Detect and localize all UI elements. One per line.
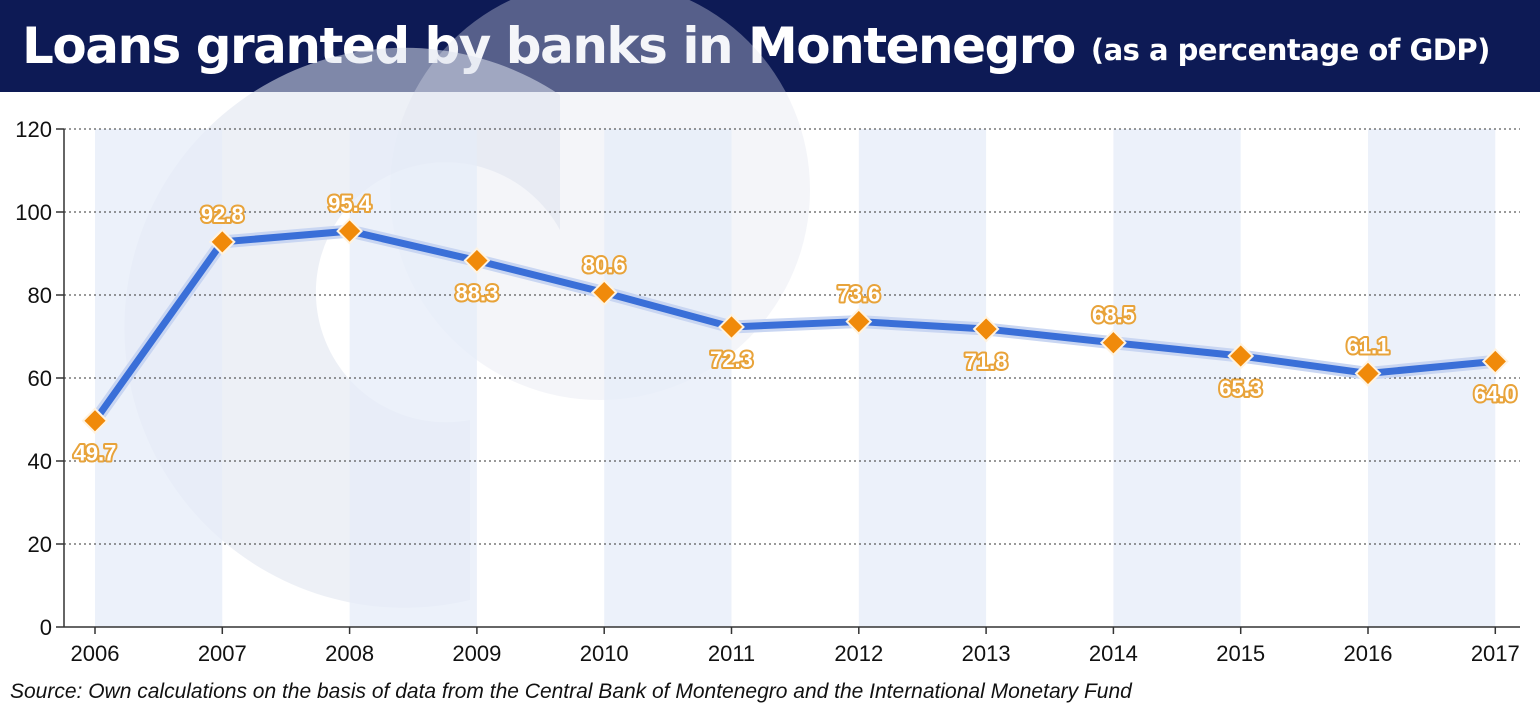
chart-title: Loans granted by banks in Montenegro [22,17,1076,75]
data-labels: 49.7 92.8 95.4 88.3 80.6 72.3 73.6 71.8 68.5 65.3… [72,189,1519,468]
data-label-2007: 92.8 [201,202,244,227]
marker-2011 [718,313,745,341]
title-bar: Loans granted by banks in Montenegro (as… [0,0,1540,92]
y-tick-label-0: 0 [40,615,52,640]
marker-2010 [590,279,618,306]
series-line [91,227,1499,425]
data-label-2012: 73.6 [837,282,880,307]
y-tick-label-40: 40 [28,449,52,474]
data-label-2017: 64.0 [1474,381,1517,406]
x-tick-label-2017: 2017 [1471,641,1520,666]
y-tick-label-60: 60 [28,366,52,391]
data-label-2008: 95.4 [328,191,372,216]
x-tick-label-2013: 2013 [962,641,1011,666]
band-2010 [604,129,732,627]
data-label-2015: 65.3 [1219,376,1262,401]
x-tick-label-2011: 2011 [708,641,755,666]
marker-2012 [845,308,873,335]
y-tick-label-100: 100 [15,200,52,225]
data-markers [81,217,1509,435]
marker-2016 [1354,360,1382,387]
y-tick-label-120: 120 [15,117,52,142]
marker-2014 [1099,329,1127,357]
data-label-2011: 72.3 [710,347,753,372]
y-tick-label-20: 20 [28,532,52,557]
data-label-2013: 71.8 [965,349,1008,374]
marker-2006 [81,407,109,435]
y-tick-label-80: 80 [28,283,52,308]
x-tick-label-2012: 2012 [834,641,883,666]
marker-2008 [336,217,364,245]
x-tick-label-2014: 2014 [1089,641,1138,666]
x-tick-label-2006: 2006 [71,641,120,666]
data-label-2016: 61.1 [1347,333,1390,358]
band-2006 [95,129,223,627]
data-label-2009: 88.3 [455,281,498,306]
x-tick-label-2009: 2009 [452,641,501,666]
marker-2009 [463,247,491,274]
series-line [88,224,1502,428]
marker-2015 [1227,342,1255,370]
marker-2007 [208,228,236,256]
x-tick-label-2008: 2008 [325,641,374,666]
data-label-2014: 68.5 [1092,303,1135,328]
data-label-2010: 80.6 [583,253,626,278]
marker-2013 [972,315,1000,343]
chart-subtitle: (as a percentage of GDP) [1090,33,1491,67]
x-tick-label-2016: 2016 [1344,641,1393,666]
x-tick-label-2007: 2007 [198,641,247,666]
x-tick-label-2015: 2015 [1216,641,1265,666]
marker-2017 [1481,347,1509,375]
x-tick-label-2010: 2010 [580,641,629,666]
axes: 0 20 40 60 80 100 120 2006 2007 2008 2009 2010 2011 2… [15,117,1520,666]
data-label-2006: 49.7 [74,441,117,466]
band-2012 [858,129,987,627]
source-note: Source: Own calculations on the basis of… [10,680,1132,703]
